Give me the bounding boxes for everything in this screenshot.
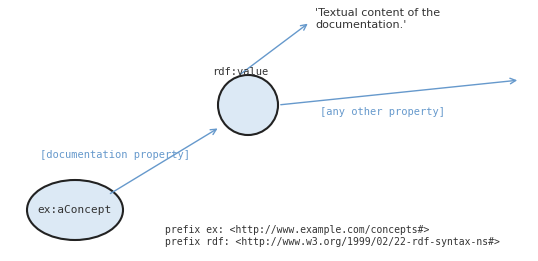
Text: 'Textual content of the
documentation.': 'Textual content of the documentation.' xyxy=(315,8,440,29)
Ellipse shape xyxy=(27,180,123,240)
Text: rdf:value: rdf:value xyxy=(212,67,268,77)
Ellipse shape xyxy=(218,75,278,135)
Text: [documentation property]: [documentation property] xyxy=(40,150,190,160)
Text: ex:aConcept: ex:aConcept xyxy=(38,205,112,215)
Text: [any other property]: [any other property] xyxy=(320,107,445,117)
Text: prefix ex: <http://www.example.com/concepts#>
prefix rdf: <http://www.w3.org/199: prefix ex: <http://www.example.com/conce… xyxy=(165,225,500,247)
